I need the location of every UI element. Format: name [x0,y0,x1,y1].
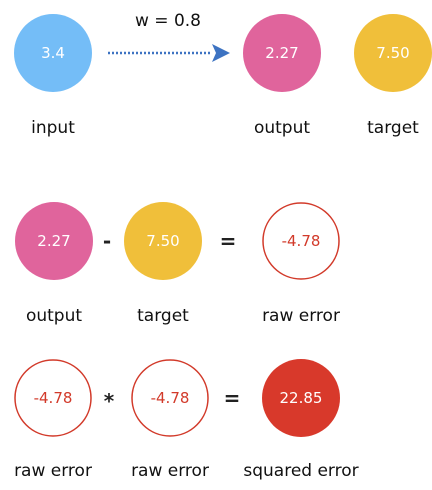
squared-error-node [262,359,340,437]
target-node-value: 7.50 [376,44,409,62]
raw-error-node-a-value: -4.78 [34,389,73,407]
raw-error-label-b: raw error [131,461,209,481]
target-node-2-value: 7.50 [146,232,179,250]
raw-error-node-a [14,359,92,437]
target-label-2: target [137,306,189,326]
output-label: output [254,118,310,138]
output-node-value: 2.27 [265,44,298,62]
equals-operator-3: = [224,386,241,410]
output-label-2: output [26,306,82,326]
raw-error-label-a: raw error [14,461,92,481]
minus-operator: - [103,229,111,253]
output-node [243,14,321,92]
squared-error-label: squared error [243,461,358,481]
raw-error-node-b [131,359,209,437]
raw-error-label: raw error [262,306,340,326]
input-node [14,14,92,92]
raw-error-node [262,202,340,280]
squared-error-node-value: 22.85 [280,389,323,407]
target-node-2 [124,202,202,280]
weight-label: w = 0.8 [135,11,201,31]
input-label: input [31,118,75,138]
weight-arrow-head [212,44,230,62]
target-label: target [367,118,419,138]
target-node [354,14,432,92]
equals-operator-2: = [220,229,237,253]
raw-error-node-b-value: -4.78 [151,389,190,407]
output-node-2 [15,202,93,280]
raw-error-node-value: -4.78 [282,232,321,250]
output-node-2-value: 2.27 [37,232,70,250]
times-operator: * [104,389,115,413]
input-node-value: 3.4 [41,44,65,62]
